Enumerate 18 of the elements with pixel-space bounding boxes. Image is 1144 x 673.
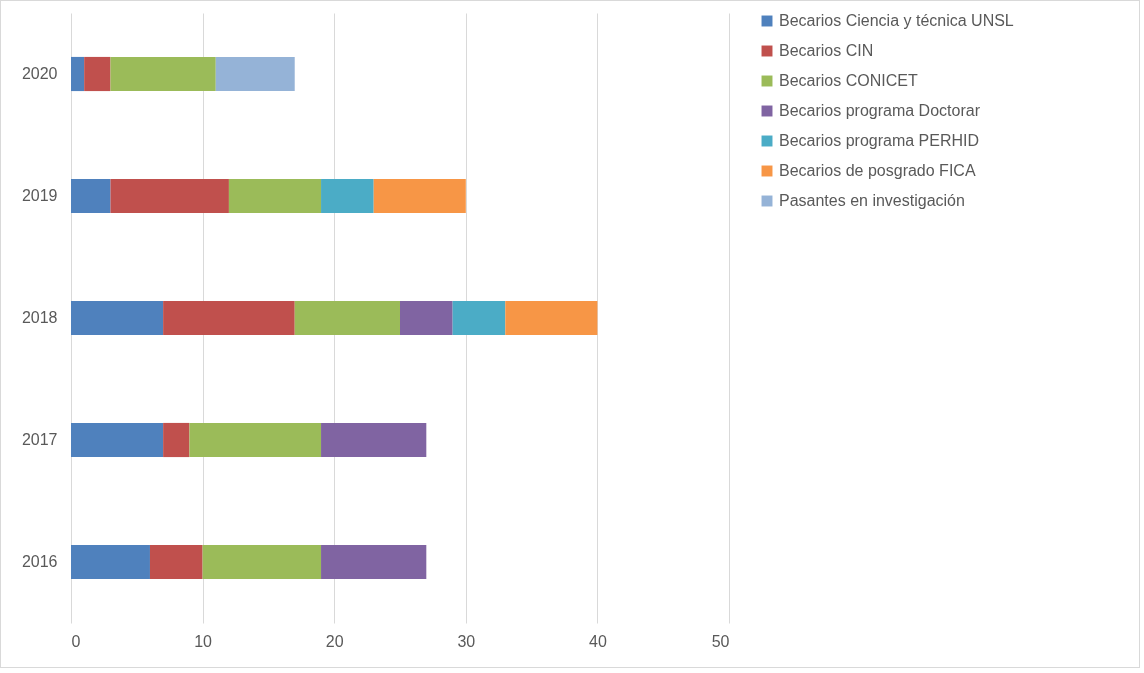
legend-label: Becarios programa Doctorar <box>779 102 981 119</box>
legend-label: Becarios Ciencia y técnica UNSL <box>779 12 1014 29</box>
legend-label: Becarios CONICET <box>779 72 918 89</box>
y-tick-label: 2017 <box>21 431 58 448</box>
x-tick-label: 50 <box>711 632 730 650</box>
x-tick-label: 30 <box>457 632 476 650</box>
y-tick-label: 2016 <box>21 553 58 570</box>
x-tick-label: 10 <box>194 632 213 650</box>
y-tick-label: 2020 <box>21 65 58 82</box>
y-tick-label: 2019 <box>21 187 58 204</box>
x-tick-label: 20 <box>325 632 344 650</box>
legend-label: Becarios de posgrado FICA <box>779 162 976 179</box>
y-tick-label: 2018 <box>21 309 58 326</box>
x-tick-label: 40 <box>589 632 607 650</box>
legend-label: Becarios programa PERHID <box>779 132 980 149</box>
legend-label: Pasantes en investigación <box>779 192 965 209</box>
legend-label: Becarios CIN <box>779 42 874 59</box>
x-tick-label: 0 <box>71 632 81 650</box>
